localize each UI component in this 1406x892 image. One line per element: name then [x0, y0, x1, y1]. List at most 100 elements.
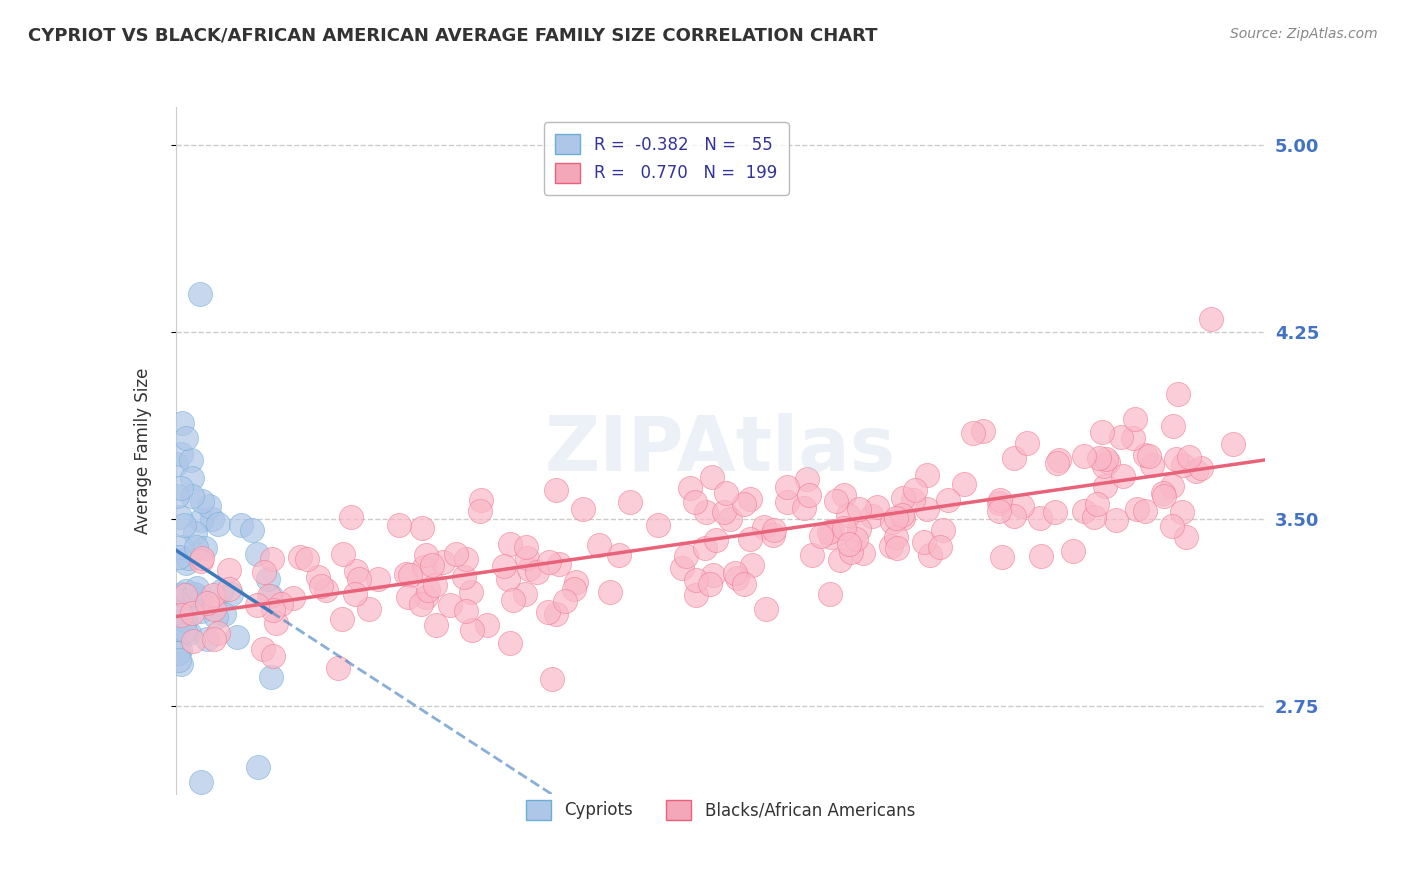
Point	[246, 598, 269, 612]
Point	[461, 624, 484, 638]
Point	[619, 494, 641, 508]
Point	[810, 529, 832, 543]
Point	[1047, 452, 1070, 467]
Point	[492, 558, 515, 573]
Point	[938, 493, 960, 508]
Point	[340, 510, 363, 524]
Point	[860, 508, 883, 523]
Point	[309, 579, 332, 593]
Point	[1083, 510, 1105, 524]
Point	[1073, 503, 1095, 517]
Point	[1094, 479, 1116, 493]
Point	[839, 545, 862, 559]
Point	[432, 555, 454, 569]
Point	[599, 584, 621, 599]
Point	[776, 480, 799, 494]
Point	[706, 533, 728, 547]
Point	[177, 626, 200, 640]
Point	[252, 642, 274, 657]
Point	[240, 523, 263, 537]
Point	[399, 567, 422, 582]
Point	[647, 518, 669, 533]
Point	[820, 587, 842, 601]
Point	[190, 494, 212, 508]
Point	[344, 587, 367, 601]
Point	[1171, 458, 1194, 472]
Text: ZIPAtlas: ZIPAtlas	[546, 414, 896, 487]
Point	[546, 607, 568, 621]
Point	[884, 511, 907, 525]
Point	[848, 501, 870, 516]
Point	[253, 565, 276, 579]
Point	[411, 521, 433, 535]
Point	[214, 607, 236, 621]
Point	[169, 510, 191, 524]
Point	[1043, 505, 1066, 519]
Point	[517, 562, 540, 576]
Point	[1109, 430, 1132, 444]
Point	[172, 587, 194, 601]
Point	[1170, 505, 1192, 519]
Point	[740, 491, 762, 506]
Point	[190, 513, 212, 527]
Point	[496, 572, 519, 586]
Point	[918, 548, 941, 562]
Point	[1161, 479, 1184, 493]
Point	[195, 632, 218, 647]
Point	[262, 603, 284, 617]
Point	[190, 554, 212, 568]
Point	[260, 589, 283, 603]
Point	[917, 467, 939, 482]
Point	[1002, 509, 1025, 524]
Point	[972, 424, 994, 438]
Point	[166, 646, 188, 660]
Point	[699, 577, 721, 591]
Point	[607, 548, 630, 562]
Y-axis label: Average Family Size: Average Family Size	[134, 368, 152, 533]
Point	[886, 541, 908, 555]
Point	[169, 606, 191, 620]
Point	[537, 555, 560, 569]
Point	[526, 565, 548, 579]
Point	[991, 550, 1014, 565]
Point	[1137, 450, 1160, 464]
Point	[315, 583, 337, 598]
Point	[931, 523, 953, 537]
Point	[166, 622, 188, 636]
Point	[755, 602, 778, 616]
Point	[1097, 455, 1119, 469]
Point	[388, 518, 411, 533]
Point	[1153, 490, 1175, 504]
Point	[891, 508, 914, 523]
Point	[165, 457, 187, 471]
Point	[180, 453, 202, 467]
Point	[891, 491, 914, 506]
Point	[565, 574, 588, 589]
Point	[837, 508, 859, 522]
Point	[357, 601, 380, 615]
Point	[762, 527, 785, 541]
Point	[307, 570, 329, 584]
Point	[412, 560, 434, 574]
Point	[1189, 461, 1212, 475]
Point	[219, 587, 242, 601]
Point	[1178, 450, 1201, 464]
Point	[1174, 530, 1197, 544]
Point	[470, 493, 492, 508]
Point	[477, 617, 499, 632]
Point	[912, 534, 935, 549]
Point	[184, 540, 207, 554]
Point	[1140, 458, 1163, 472]
Point	[915, 501, 938, 516]
Point	[1199, 312, 1222, 326]
Point	[288, 549, 311, 564]
Point	[741, 558, 763, 573]
Point	[207, 517, 229, 532]
Point	[344, 564, 367, 578]
Point	[852, 546, 875, 560]
Point	[1002, 451, 1025, 466]
Point	[571, 502, 593, 516]
Point	[218, 582, 240, 596]
Point	[169, 550, 191, 565]
Point	[194, 541, 217, 555]
